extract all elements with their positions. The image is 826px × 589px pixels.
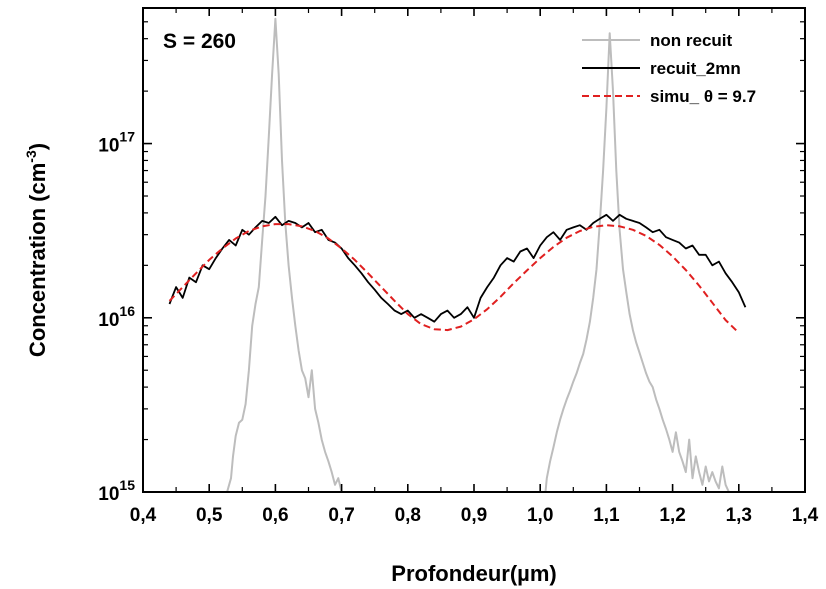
y-axis-title-main: Concentration (cm	[25, 163, 50, 357]
y-tick-base: 10	[98, 310, 119, 331]
x-tick-label: 1,2	[659, 505, 685, 526]
y-tick-exponent: 17	[119, 129, 135, 145]
x-tick-label: 1,3	[726, 505, 752, 526]
legend-label-2: recuit_2mn	[650, 59, 741, 78]
series-layer	[168, 17, 747, 492]
x-tick-label: 0,5	[196, 505, 223, 526]
legend-label-1: non recuit	[650, 31, 733, 50]
x-tick-label: 0,6	[262, 505, 288, 526]
y-axis-title-sup: -3	[23, 150, 39, 163]
legend: non recuit recuit_2mn simu_ θ = 9.7	[582, 31, 756, 106]
y-axis-title: Concentration (cm-3)	[23, 143, 50, 357]
x-tick-label: 1,1	[593, 505, 620, 526]
legend-label-3: simu_ θ = 9.7	[650, 87, 756, 106]
y-tick-label: 1015	[98, 477, 135, 505]
y-tick-label: 1016	[98, 303, 135, 331]
x-tick-label: 0,7	[328, 505, 354, 526]
ticks-layer: 0,4 0,5 0,6 0,7 0,8 0,9 1,0 1,1 1,2 1,3 1,41015101…	[98, 8, 819, 526]
x-tick-label: 0,8	[395, 505, 421, 526]
y-tick-label: 1017	[98, 129, 135, 157]
y-tick-exponent: 16	[119, 303, 135, 319]
x-axis-title: Profondeur(µm)	[391, 561, 556, 586]
y-tick-base: 10	[98, 484, 119, 505]
x-tick-label: 1,0	[527, 505, 553, 526]
annotation-label: S = 260	[163, 30, 236, 53]
y-tick-base: 10	[98, 136, 119, 157]
series-line-3	[168, 223, 740, 334]
x-tick-label: 0,4	[130, 505, 157, 526]
x-tick-label: 1,4	[792, 505, 819, 526]
y-tick-exponent: 15	[119, 477, 135, 493]
series-line-1	[226, 17, 730, 492]
series-line-2	[168, 213, 747, 323]
y-axis-title-end: )	[25, 143, 50, 150]
x-tick-label: 0,9	[461, 505, 487, 526]
